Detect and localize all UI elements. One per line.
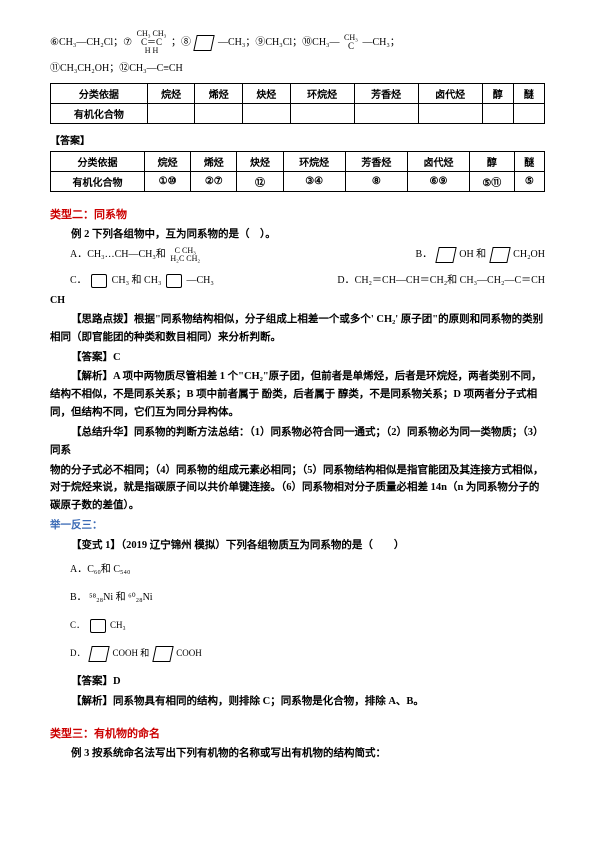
analysis-body: 【解析】A 项中两物质尽管相差 1 个"CH₂"原子团，但前者是单烯烃，后者是环… [50,368,545,422]
ring-icon [152,646,173,662]
option-d-struct: D． COOH 和 COOH [70,645,545,663]
variant-1-question: 【变式 1】（2019 辽宁锦州 模拟）下列各组物质互为同系物的是（ ） [50,537,545,555]
ring-icon [91,274,107,288]
option-a: A．C₆₀和 C₅₄₀ [70,561,545,579]
option-b: B． [416,249,433,260]
option-c-pre: C． [70,275,87,286]
option-b-pre: B． [70,592,87,603]
compound-list-line2: ⑪CH₃CH₂OH；⑫CH₃—C≡CH [50,61,545,77]
lift-title: 举一反三： [50,517,545,535]
option-a-pre: A．CH₃…CH—CH₃和 [70,249,166,260]
analysis-hint: 【思路点拨】根据"同系物结构相似，分子组成上相差一个或多个' CH₂' 原子团"… [50,311,545,347]
option-c-tail: CH [50,292,545,309]
table-row: 有机化合物 [51,104,545,124]
ring-icon [166,274,182,288]
summary-1: 【总结升华】同系物的判断方法总结：（1）同系物必符合同一通式；（2）同系物必为同… [50,424,545,460]
compound-list-line1: ⑥CH₃—CH₂Cl；⑦ CH₃ CH₃ C＝C H H ；⑧ —CH₃；⑨CH… [50,30,545,55]
table-header-row: 分类依据 烷烃 烯烃 炔烃 环烷烃 芳香烃 卤代烃 醇 醚 [51,152,545,172]
ring-icon [435,247,456,263]
variant-1-options: A．C₆₀和 C₅₄₀ B． ⁵⁸₂₈Ni 和 ⁶⁰₂₈Ni C． CH₃ D．… [70,561,545,663]
variant-1-answer: 【答案】D [50,673,545,691]
table-header-row: 分类依据 烷烃 烯烃 炔烃 环烷烃 芳香烃 卤代烃 醇 醚 [51,84,545,104]
example-2-options: A．CH₃…CH—CH₃和 C CH₃ H₂C CH₂ B． OH 和 CH₂O… [70,246,545,290]
section-3-title: 类型三：有机物的命名 [50,725,545,741]
cmp-6: ⑥CH₃—CH₂Cl；⑦ [50,37,132,48]
classification-table-blank: 分类依据 烷烃 烯烃 炔烃 环烷烃 芳香烃 卤代烃 醇 醚 有机化合物 [50,83,545,124]
struct-7: CH₃ CH₃ C＝C H H [137,30,167,55]
cmp-8a: ；⑧ [171,37,191,48]
example-3-question: 例 3 按系统命名法写出下列有机物的名称或写出有机物的结构简式： [50,745,545,763]
variant-1-explanation: 【解析】同系物具有相同的结构，则排除 C；同系物是化合物，排除 A、B。 [50,693,545,711]
answer-label: 【答案】 [50,132,545,147]
option-a-struct: C CH₃ H₂C CH₂ [170,247,200,263]
benzene-ring-icon [194,35,215,51]
ring-icon [489,247,510,263]
ring-icon [90,619,106,633]
answer-c: 【答案】C [50,349,545,367]
classification-table-answer: 分类依据 烷烃 烯烃 炔烃 环烷烃 芳香烃 卤代烃 醇 醚 有机化合物 ①⑩ ②… [50,151,545,192]
table-row: 有机化合物 ①⑩ ②⑦ ⑫ ③④ ⑧ ⑥⑨ ⑤⑪ ⑤ [51,172,545,192]
cmp-10b: —CH₃； [362,37,399,48]
summary-2: 物的分子式必不相同；（4）同系物的组成元素必相同；（5）同系物结构相似是指官能团… [50,462,545,516]
option-b-isotope: ⁵⁸₂₈Ni 和 ⁶⁰₂₈Ni [89,592,152,603]
struct-10: CH₃ C [344,34,358,51]
ring-icon [88,646,109,662]
section-2-title: 类型二：同系物 [50,206,545,222]
cmp-8b: —CH₃；⑨CH₃Cl；⑩CH₃— [218,37,340,48]
example-2-question: 例 2 下列各组物中，互为同系物的是（ ）。 [50,226,545,244]
option-c-struct: C． CH₃ [70,617,545,635]
option-d: D．CH₂＝CH—CH＝CH₂和 CH₃—CH₂—C＝CH [337,272,545,290]
